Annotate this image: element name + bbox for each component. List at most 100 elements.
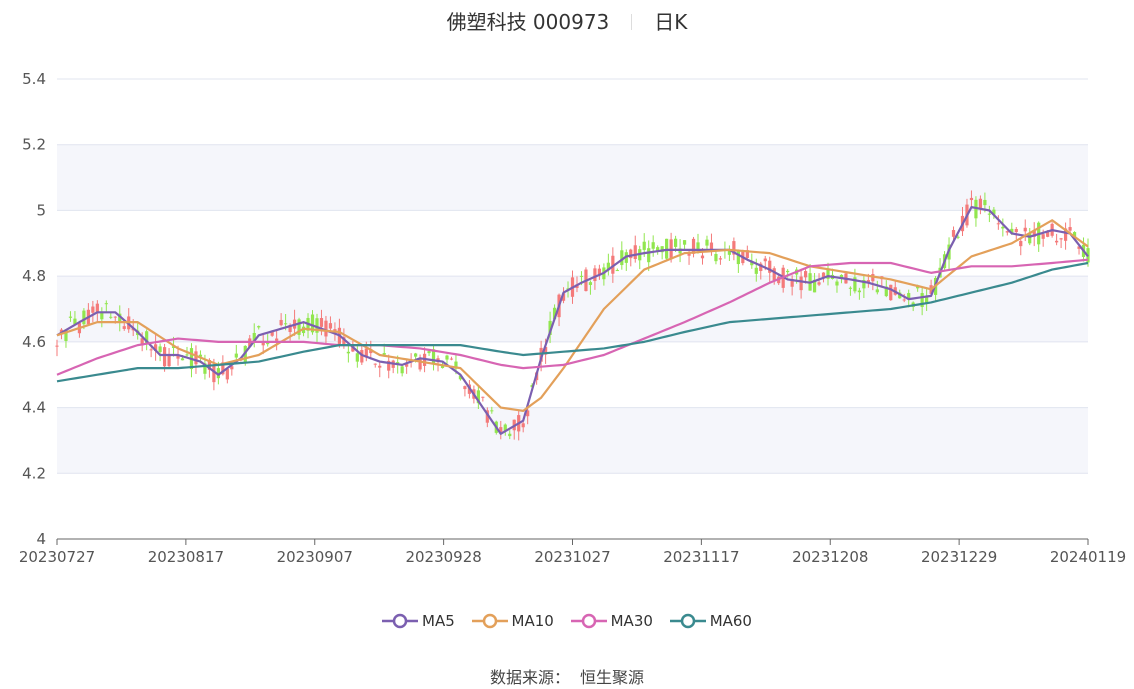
moving-average-lines	[56, 206, 1089, 435]
x-tick-label: 20231229	[921, 548, 997, 566]
legend-item-ma30[interactable]: MA30	[570, 612, 653, 630]
legend-label-ma30: MA30	[610, 612, 653, 630]
candle-body	[503, 424, 507, 431]
legend-item-ma10[interactable]: MA10	[471, 612, 554, 630]
candle-body	[342, 337, 346, 345]
candle-body	[270, 331, 274, 336]
y-tick-label: 5.2	[22, 136, 46, 154]
band-5	[57, 144, 1088, 211]
x-tick-label: 20231117	[663, 548, 739, 566]
candle-body	[171, 346, 176, 349]
candle-body	[194, 351, 198, 365]
candle-body	[902, 299, 906, 301]
candle-body	[387, 360, 391, 371]
candle-body	[73, 318, 77, 325]
candle-body	[414, 353, 418, 357]
candle-body	[916, 286, 920, 289]
x-tick-label: 20240119	[1050, 548, 1126, 566]
candle-body	[91, 306, 95, 313]
background-bands	[57, 144, 1088, 474]
candle-body	[606, 262, 610, 271]
candle-body	[745, 250, 749, 258]
candle-body	[1005, 231, 1009, 233]
candle-body	[642, 241, 646, 250]
candle-body	[427, 351, 431, 354]
candle-body	[835, 281, 839, 286]
candle-body	[799, 276, 803, 291]
candle-body	[1010, 228, 1014, 234]
candle-body	[315, 318, 319, 333]
candle-body	[279, 319, 283, 326]
candle-body	[907, 293, 911, 299]
candle-body	[373, 363, 377, 365]
x-tick-label: 20230727	[19, 548, 95, 566]
candle-body	[288, 325, 292, 333]
legend-marker-ma30	[570, 613, 607, 629]
candle-body	[481, 396, 485, 398]
y-tick-label: 4.2	[22, 464, 46, 482]
y-tick-label: 5	[36, 201, 46, 219]
candle-body	[857, 290, 861, 293]
candle-body	[996, 223, 1000, 225]
candle-body	[700, 255, 705, 259]
candle-body	[709, 242, 714, 251]
candle-body	[1023, 227, 1027, 232]
candle-body	[113, 316, 117, 318]
candle-body	[297, 319, 301, 335]
candle-body	[499, 427, 503, 433]
candle-body	[454, 361, 458, 369]
candle-body	[145, 331, 149, 344]
candle-body	[875, 289, 879, 293]
legend-item-ma60[interactable]: MA60	[669, 612, 752, 630]
candle-body	[548, 320, 552, 336]
data-source: 数据来源： 恒生聚源	[0, 664, 1134, 688]
candle-body	[418, 358, 422, 370]
source-label: 数据来源：	[489, 668, 570, 687]
candle-body	[736, 251, 740, 265]
candle-body	[431, 349, 436, 364]
candle-body	[382, 353, 386, 355]
candle-body	[364, 348, 368, 358]
candle-body	[691, 238, 696, 254]
candle-body	[216, 368, 220, 379]
candle-body	[1072, 232, 1077, 238]
candle-body	[149, 349, 153, 351]
candle-body	[252, 332, 256, 343]
candle-body	[660, 246, 664, 253]
line-ma60	[56, 261, 1089, 383]
candle-body	[1001, 226, 1005, 229]
candle-body	[862, 279, 866, 289]
legend: MA5 MA10 MA30 MA60	[0, 612, 1134, 633]
candle-body	[665, 238, 669, 259]
legend-label-ma5: MA5	[422, 612, 455, 630]
candle-body	[346, 351, 350, 354]
candle-body	[889, 284, 893, 301]
line-ma5	[56, 206, 1089, 435]
x-tick-label: 20231027	[534, 548, 610, 566]
candle-body	[328, 323, 333, 329]
period-label[interactable]: 日K	[654, 10, 688, 34]
candle-body	[324, 320, 328, 337]
candle-body	[400, 366, 404, 374]
legend-item-ma5[interactable]: MA5	[382, 612, 455, 630]
candle-body	[826, 268, 830, 279]
candle-body	[803, 271, 808, 278]
x-tick-label: 20230928	[405, 548, 481, 566]
candle-body	[378, 365, 382, 368]
candle-body	[55, 345, 59, 347]
candle-body	[68, 316, 73, 318]
candle-body	[588, 282, 593, 285]
y-tick-label: 4.8	[22, 267, 46, 285]
candle-body	[64, 329, 68, 341]
candle-body	[579, 275, 584, 277]
line-ma30	[56, 258, 1089, 376]
candle-body	[59, 329, 64, 333]
candle-body	[978, 198, 983, 208]
candle-body	[230, 366, 234, 370]
candle-body	[615, 270, 619, 272]
candle-body	[284, 323, 288, 325]
candle-body	[651, 242, 655, 249]
candle-body	[884, 286, 888, 297]
candle-body	[1063, 228, 1068, 241]
